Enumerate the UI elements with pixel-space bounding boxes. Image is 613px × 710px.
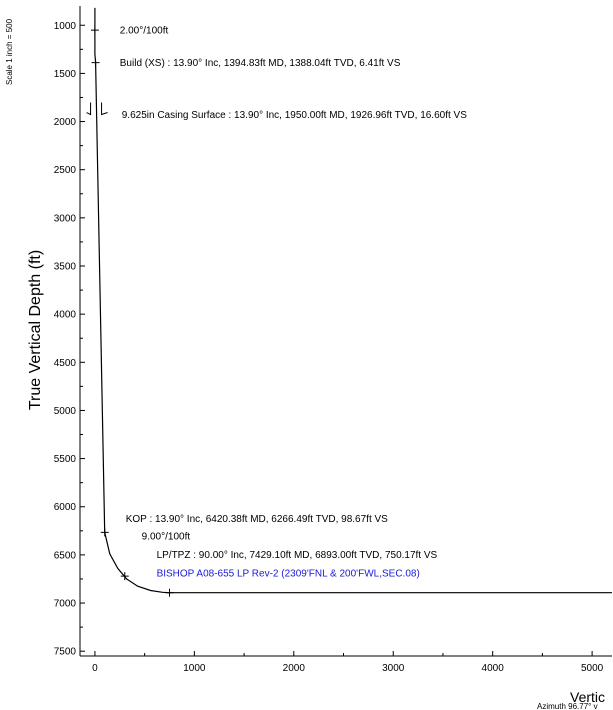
annotation-label: Build (XS) : 13.90° Inc, 1394.83ft MD, 1… [120, 58, 401, 69]
y-tick-label: 5500 [54, 454, 77, 465]
casing-shoe-symbol [86, 102, 108, 116]
annotation-label: BISHOP A08-655 LP Rev-2 (2309'FNL & 200'… [157, 568, 420, 579]
survey-marker [120, 572, 129, 581]
survey-marker [91, 58, 100, 67]
y-tick-label: 1500 [54, 69, 77, 80]
survey-marker [100, 528, 109, 537]
y-tick-label: 2000 [54, 117, 77, 128]
y-tick-label: 6000 [54, 502, 77, 513]
annotation-label: 9.625in Casing Surface : 13.90° Inc, 195… [122, 110, 467, 121]
y-tick-label: 3500 [54, 262, 77, 273]
annotation-label: KOP : 13.90° Inc, 6420.38ft MD, 6266.49f… [126, 514, 388, 525]
x-tick-label: 3000 [382, 663, 405, 674]
x-tick-label: 0 [92, 663, 98, 674]
y-tick-label: 4000 [54, 310, 77, 321]
y-tick-label: 7000 [54, 599, 77, 610]
y-tick-label: 4500 [54, 358, 77, 369]
y-tick-label: 7500 [54, 647, 77, 658]
y-tick-label: 3000 [54, 213, 77, 224]
x-tick-label: 4000 [482, 663, 505, 674]
survey-marker [90, 26, 99, 35]
x-tick-label: 5000 [581, 663, 604, 674]
scale-note: Scale 1 inch = 500 [5, 18, 14, 85]
x-tick-label: 1000 [183, 663, 206, 674]
well-path-line [94, 7, 612, 594]
y-axis-title: True Vertical Depth (ft) [27, 250, 44, 410]
y-tick-label: 1000 [54, 21, 77, 32]
x-axis-title: Vertic [570, 689, 605, 705]
y-tick-label: 5000 [54, 406, 77, 417]
x-tick-label: 2000 [283, 663, 306, 674]
annotation-label: 9.00°/100ft [142, 532, 191, 543]
annotation-label: 2.00°/100ft [120, 26, 169, 37]
azimuth-note: Azimuth 96.77° v [537, 702, 598, 710]
survey-marker [165, 588, 174, 597]
annotation-label: LP/TPZ : 90.00° Inc, 7429.10ft MD, 6893.… [157, 550, 438, 561]
y-tick-label: 2500 [54, 165, 77, 176]
y-tick-label: 6500 [54, 550, 77, 561]
